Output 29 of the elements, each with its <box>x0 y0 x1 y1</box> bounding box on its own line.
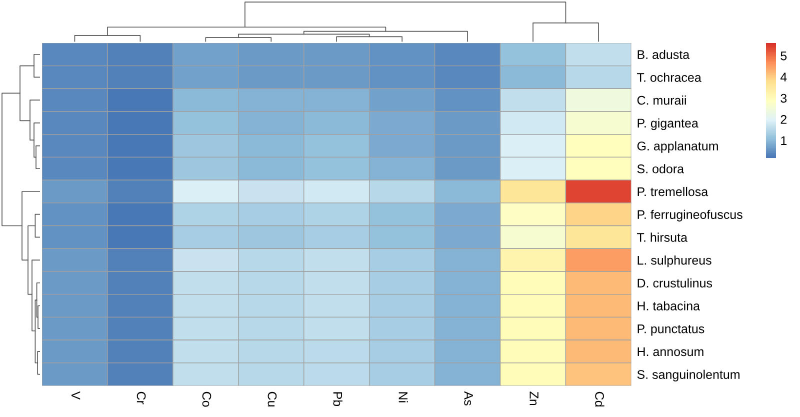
x-tick-label: Co <box>202 392 212 407</box>
y-tick-label: H. annosum <box>638 347 704 356</box>
y-tick-label: L. sulphureus <box>638 256 712 268</box>
x-tick-label: V <box>72 391 80 400</box>
color-bar-label: 2 <box>780 115 786 124</box>
y-tick-label: P. ferrugineofuscus <box>638 210 742 222</box>
x-tick-label: Cd <box>595 392 604 406</box>
y-tick-label: H. tabacina <box>638 301 700 310</box>
y-tick-label: G. applanatum <box>637 141 718 153</box>
y-tick-label: B. adusta <box>638 50 690 60</box>
y-tick-label: S. sanguinolentum <box>637 370 740 382</box>
x-tick-label: Cr <box>136 392 146 404</box>
y-tick-label: P. tremellosa <box>638 186 708 196</box>
y-tick-label: P. gigantea <box>638 118 698 130</box>
color-bar-label: 5 <box>780 52 787 60</box>
y-tick-label: T. ochracea <box>637 72 702 82</box>
y-tick-label: D. crustulinus <box>638 278 712 288</box>
y-tick-label: S. odora <box>637 164 684 174</box>
y-tick-label: T. hirsuta <box>637 232 688 242</box>
x-tick-label: Cu <box>268 392 277 406</box>
color-bar-label: 1 <box>781 136 787 145</box>
x-tick-label: As <box>464 391 473 406</box>
y-tick-label: C. muraii <box>637 96 686 105</box>
x-tick-label: Pb <box>333 392 342 406</box>
color-bar-label: 3 <box>780 94 787 103</box>
color-bar-label: 4 <box>780 72 787 82</box>
x-tick-label: Ni <box>398 392 408 402</box>
x-tick-label: Zn <box>530 392 538 406</box>
y-tick-label: P. punctatus <box>638 324 704 336</box>
